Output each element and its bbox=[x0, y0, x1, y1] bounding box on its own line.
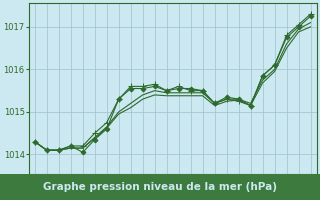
Text: Graphe pression niveau de la mer (hPa): Graphe pression niveau de la mer (hPa) bbox=[43, 182, 277, 192]
